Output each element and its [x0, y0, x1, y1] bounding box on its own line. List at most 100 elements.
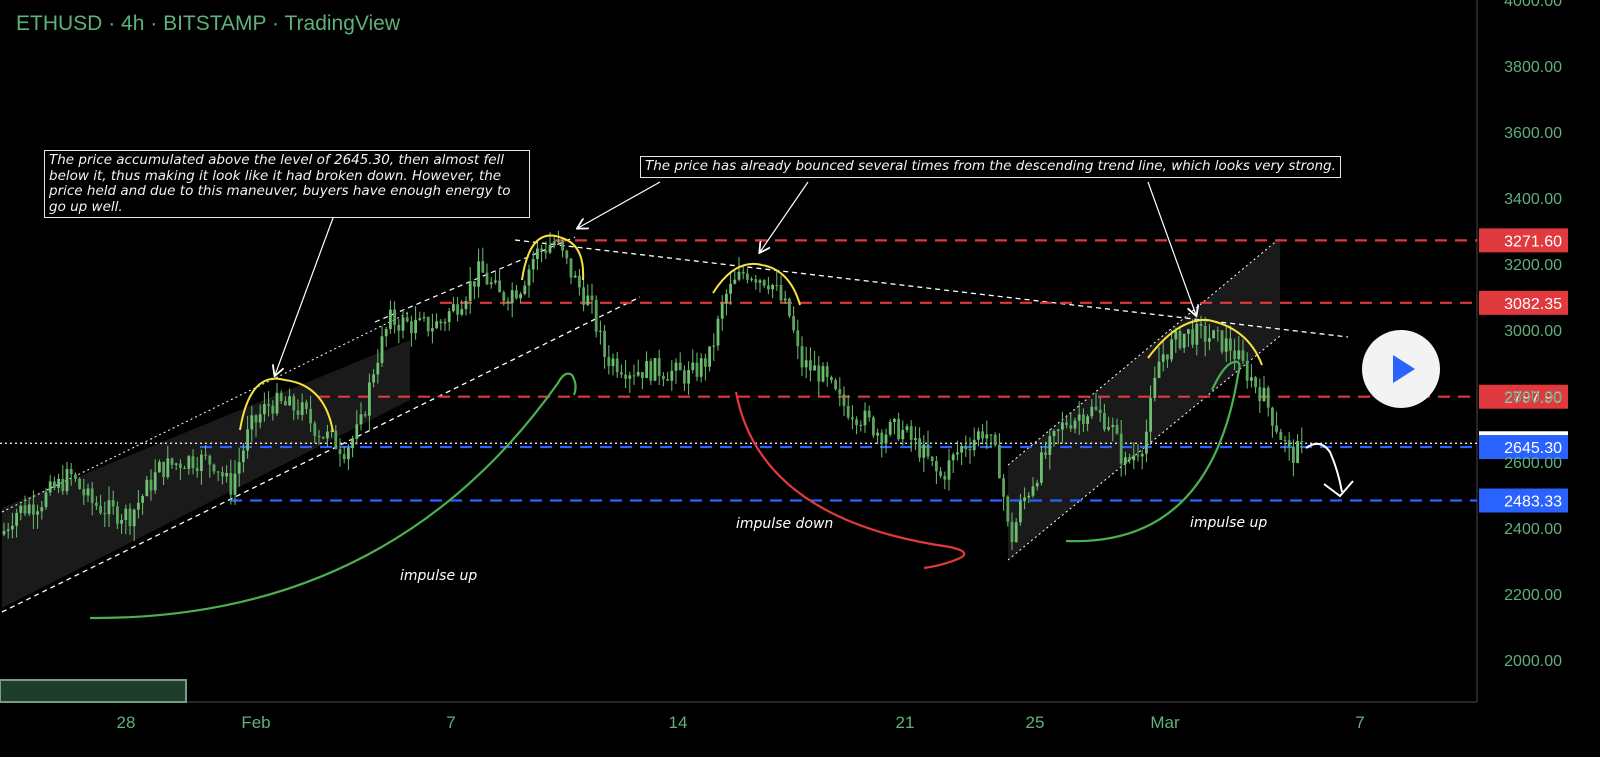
candle-body-4	[19, 505, 23, 513]
candle-body-12	[53, 481, 56, 488]
candle-body-287	[1208, 338, 1211, 342]
candle-body-33	[141, 496, 144, 503]
impulse-up-label-2: impulse up	[1190, 515, 1267, 531]
candle-body-48	[204, 454, 207, 456]
time-axis[interactable]: 28 Feb 7 14 21 25 Mar 7	[117, 713, 1365, 732]
candle-body-293	[1233, 350, 1236, 360]
x-tick-label-4: 21	[896, 713, 915, 732]
candle-body-275	[1157, 361, 1161, 378]
candle-body-301	[1266, 387, 1270, 408]
candle-body-29	[124, 508, 128, 520]
candle-body-214	[901, 429, 905, 440]
candle-body-233	[981, 431, 984, 439]
candle-body-145	[611, 358, 615, 367]
candle-body-204	[859, 425, 863, 427]
channel-1-lower	[1, 296, 641, 613]
candle-body-132	[557, 241, 560, 243]
candle-body-77	[326, 431, 329, 439]
candle-body-289	[1216, 330, 1220, 332]
candle-body-79	[334, 430, 338, 450]
candle-body-119	[502, 292, 506, 302]
candle-body-209	[880, 432, 884, 444]
candle-body-17	[74, 474, 77, 479]
candle-body-8	[36, 511, 39, 515]
candle-body-1	[6, 529, 10, 532]
candle-body-140	[590, 295, 594, 300]
candle-body-213	[897, 419, 900, 440]
candle-body-304	[1279, 431, 1283, 440]
candle-body-160	[674, 362, 678, 371]
candles	[2, 230, 1304, 551]
candle-body-58	[246, 429, 249, 451]
candle-body-200	[842, 394, 846, 406]
candle-body-130	[548, 245, 552, 253]
candle-body-31	[132, 509, 136, 527]
candle-body-100	[422, 317, 426, 319]
exchange: BITSTAMP	[163, 12, 267, 35]
candle-body-162	[683, 370, 686, 384]
rounding-top-3	[712, 262, 801, 306]
candle-body-296	[1245, 360, 1249, 381]
candle-body-109	[460, 309, 464, 315]
candle-body-249	[1048, 436, 1052, 455]
candle-body-280	[1178, 331, 1182, 348]
candle-body-216	[909, 426, 913, 440]
candle-body-229	[964, 445, 968, 450]
candle-body-193	[813, 365, 816, 371]
candle-body-215	[905, 426, 909, 430]
candle-body-212	[893, 419, 896, 422]
annotation-note-2: The price has already bounced several ti…	[640, 156, 1341, 178]
candle-body-37	[158, 461, 161, 473]
candle-body-42	[179, 463, 182, 469]
candle-body-103	[435, 321, 438, 329]
candle-body-131	[552, 241, 556, 246]
candle-body-227	[956, 452, 959, 455]
candle-body-155	[653, 358, 657, 381]
candle-body-308	[1296, 440, 1299, 464]
candle-body-269	[1132, 455, 1136, 461]
candle-body-57	[242, 450, 245, 463]
candle-body-14	[61, 478, 65, 492]
candle-body-43	[183, 468, 186, 470]
candle-body-127	[536, 248, 539, 259]
candle-body-220	[926, 444, 930, 457]
play-button[interactable]	[1362, 330, 1440, 408]
candle-body-143	[603, 330, 606, 357]
candle-body-75	[317, 435, 321, 437]
symbol-name: ETHUSD	[16, 12, 103, 35]
candle-body-265	[1115, 424, 1119, 434]
candle-body-152	[641, 371, 644, 379]
candle-body-166	[699, 358, 703, 377]
candle-body-238	[1002, 478, 1005, 497]
candle-body-245	[1031, 486, 1035, 496]
candle-body-190	[800, 346, 804, 368]
candle-body-66	[279, 392, 283, 401]
candle-body-91	[384, 328, 388, 337]
candle-body-224	[943, 476, 947, 480]
candle-body-18	[78, 478, 81, 490]
level-label-2: 2797.90	[1504, 390, 1562, 407]
bottom-left-widget[interactable]	[0, 679, 187, 703]
candle-body-306	[1287, 440, 1291, 447]
candle-body-266	[1119, 433, 1123, 464]
candle-body-286	[1203, 325, 1207, 342]
candle-body-32	[137, 502, 140, 510]
candle-body-309	[1300, 440, 1304, 443]
candle-body-98	[414, 319, 417, 334]
candle-body-81	[342, 454, 346, 460]
y-tick-label-1: 2200.00	[1504, 587, 1562, 604]
candle-body-78	[330, 430, 333, 432]
candle-body-274	[1153, 377, 1157, 399]
candle-body-26	[111, 500, 115, 507]
impulse-up-label-1: impulse up	[400, 568, 477, 584]
candle-body-56	[237, 462, 241, 474]
candle-body-223	[939, 471, 942, 477]
candle-body-262	[1103, 412, 1106, 430]
candle-body-270	[1136, 455, 1140, 457]
level-label-5: 2483.33	[1504, 494, 1562, 511]
x-tick-label-1: Feb	[241, 713, 270, 732]
price-axis[interactable]: 2000.00 2200.00 2400.00 2600.00 2800.00 3000.…	[1504, 0, 1562, 670]
candle-body-55	[233, 473, 237, 495]
candle-body-192	[809, 360, 812, 371]
